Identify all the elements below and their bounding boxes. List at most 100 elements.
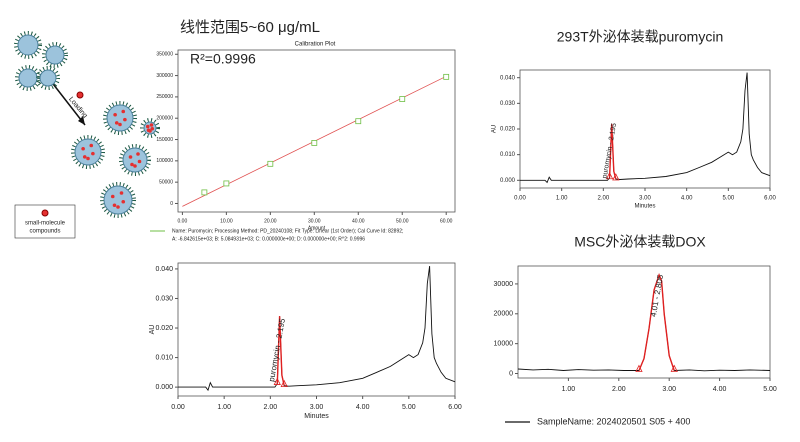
exosome (74, 138, 102, 166)
x-tick-label: 0.00 (178, 218, 188, 224)
x-tick-label: 3.00 (639, 196, 651, 202)
y-tick-label: 0 (170, 201, 173, 207)
x-tick-label: 30.00 (308, 218, 321, 224)
x-tick-label: 2.00 (612, 386, 626, 393)
y-tick-label: 200000 (156, 116, 173, 122)
x-tick-label: 0.00 (171, 404, 185, 411)
loaded-compound (81, 146, 85, 151)
plot-frame (177, 262, 456, 397)
loaded-compound (86, 156, 90, 161)
trace (638, 273, 675, 371)
arrow-head (78, 116, 85, 125)
y-tick-label: 0.040 (155, 266, 173, 273)
y-tick-label: 20000 (494, 311, 514, 318)
loaded-compound (82, 155, 87, 159)
plot-frame (519, 69, 771, 189)
trace (276, 316, 285, 386)
legend-text: SampleName: 2024020501 S05 + 400 (537, 416, 690, 426)
x-tick-label: 5.00 (722, 196, 734, 202)
exosome (17, 34, 39, 56)
loaded-compound (128, 155, 133, 159)
r-squared: R²=0.9996 (190, 51, 256, 67)
peak-label: puromycin - 2.195 (267, 317, 287, 382)
peak-marker (273, 377, 281, 385)
peak-marker (605, 171, 614, 180)
plot-frame (517, 265, 771, 379)
x-tick-label: 1.00 (562, 386, 576, 393)
point (201, 189, 208, 196)
chart-title: 293T外泌体装载puromycin (557, 29, 724, 45)
x-tick-label: 20.00 (264, 218, 277, 224)
plot-frame (177, 49, 456, 213)
loaded-compound (113, 112, 117, 117)
loaded-compound (121, 199, 126, 204)
point (399, 96, 406, 102)
loaded-compound (118, 122, 122, 127)
x-tick-label: 1.00 (556, 196, 568, 202)
peak-label: puromycin - 2.195 (601, 123, 618, 179)
compound (41, 209, 49, 217)
loaded-compound (145, 124, 150, 129)
loaded-compound (112, 203, 117, 208)
loaded-compound (149, 123, 154, 127)
y-tick-label: 0.000 (500, 178, 516, 184)
y-tick-label: 250000 (156, 94, 173, 100)
legend-label: small-molecule (25, 221, 66, 227)
exosome (45, 45, 65, 65)
illustration: Loading small-molecule compounds (14, 31, 160, 239)
exosome (122, 147, 148, 173)
x-tick-label: 60.00 (440, 218, 453, 224)
y-tick-label: 0.030 (500, 101, 516, 107)
legend-text: Name: Puromycin; Processing Method: PD_2… (172, 228, 403, 234)
exosome (71, 135, 105, 169)
loaded-compound (150, 126, 155, 131)
heading: 线性范围5~60 μg/mL (180, 19, 320, 36)
loaded-compound (110, 194, 115, 199)
exosome (42, 42, 68, 68)
x-tick-label: 40.00 (352, 218, 365, 224)
exosome (103, 101, 137, 135)
exosome (119, 144, 151, 176)
y-tick-label: 150000 (156, 137, 173, 143)
x-tick-label: 5.00 (402, 404, 416, 411)
x-tick-label: 6.00 (448, 404, 462, 411)
loading-arrow (49, 79, 86, 126)
loaded-compound (121, 109, 126, 114)
y-tick-label: 300000 (156, 73, 173, 79)
x-tick-label: 4.00 (681, 196, 693, 202)
x-tick-label: 3.00 (310, 404, 324, 411)
peak-marker (612, 173, 620, 181)
loaded-compound (91, 151, 95, 156)
loaded-compound (130, 162, 134, 167)
y-axis-label: AU (492, 125, 498, 133)
peak-marker (635, 364, 643, 372)
y-tick-label: 0.000 (155, 384, 173, 391)
chart-title: MSC外泌体装载DOX (574, 234, 706, 250)
x-tick-label: 0.00 (514, 196, 526, 202)
loaded-compound (119, 191, 124, 195)
x-tick-label: 2.00 (597, 196, 609, 202)
y-tick-label: 100000 (156, 158, 173, 164)
x-tick-label: 10.00 (220, 218, 233, 224)
exosome (103, 185, 133, 215)
loaded-compound (114, 121, 119, 125)
x-axis-label: Minutes (634, 204, 655, 210)
peak-marker (670, 364, 678, 372)
y-tick-label: 0.040 (500, 75, 516, 81)
y-tick-label: 0.020 (500, 127, 516, 133)
exosome (15, 65, 41, 91)
x-tick-label: 4.00 (356, 404, 370, 411)
y-tick-label: 0.030 (155, 295, 173, 302)
trace (608, 123, 617, 180)
y-tick-label: 0.020 (155, 325, 173, 332)
x-tick-label: 2.00 (264, 404, 278, 411)
y-tick-label: 0 (509, 370, 513, 377)
loaded-compound (116, 205, 120, 209)
exosome (14, 31, 42, 59)
x-axis-label: Amount (308, 225, 326, 231)
y-axis-label: AU (149, 325, 156, 335)
x-tick-label: 4.00 (713, 386, 727, 393)
x-tick-label: 6.00 (764, 196, 776, 202)
chart-title: Calibration Plot (295, 42, 336, 48)
trace (520, 72, 771, 184)
